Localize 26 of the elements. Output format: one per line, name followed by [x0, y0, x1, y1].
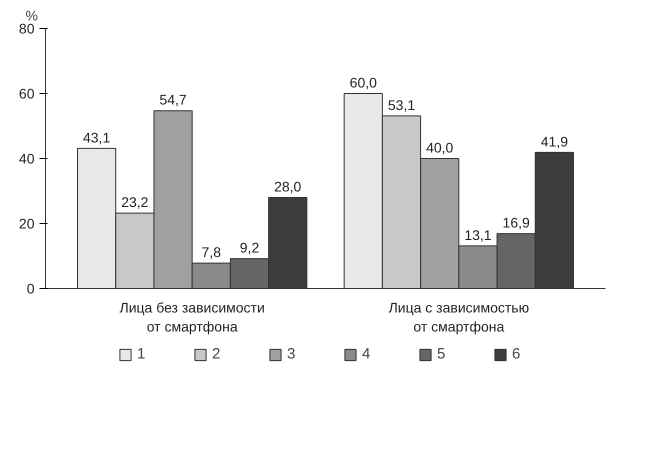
data-label: 53,1 — [388, 96, 416, 113]
legend-label: 5 — [437, 346, 446, 362]
y-tick-label: 60 — [18, 86, 35, 102]
x-tick-label: Лица без зависимости от смартфона — [120, 300, 265, 335]
data-label: 16,9 — [502, 214, 530, 231]
x-tick-label: Лица с зависимостью от смартфона — [388, 300, 530, 335]
data-label: 40,0 — [426, 140, 454, 156]
data-label: 28,0 — [274, 178, 302, 194]
data-label: 43,1 — [82, 129, 110, 146]
y-tick-label: 20 — [18, 216, 35, 232]
data-label: 41,9 — [540, 133, 568, 150]
legend-label: 3 — [287, 346, 296, 362]
data-label: 9,2 — [240, 240, 260, 256]
legend-label: 4 — [362, 346, 372, 362]
data-label: 7,8 — [202, 244, 222, 260]
data-label: 13,1 — [464, 226, 492, 243]
y-axis-title: % — [26, 8, 38, 24]
legend-label: 6 — [512, 346, 522, 362]
y-tick-label: 80 — [18, 20, 35, 36]
legend-label: 1 — [137, 346, 146, 362]
data-label: 23,2 — [121, 194, 149, 210]
data-label: 54,7 — [159, 92, 187, 108]
data-label: 60,0 — [350, 74, 378, 90]
legend-label: 2 — [212, 346, 222, 362]
y-tick-label: 40 — [18, 150, 35, 166]
y-tick-label: 0 — [26, 280, 35, 296]
